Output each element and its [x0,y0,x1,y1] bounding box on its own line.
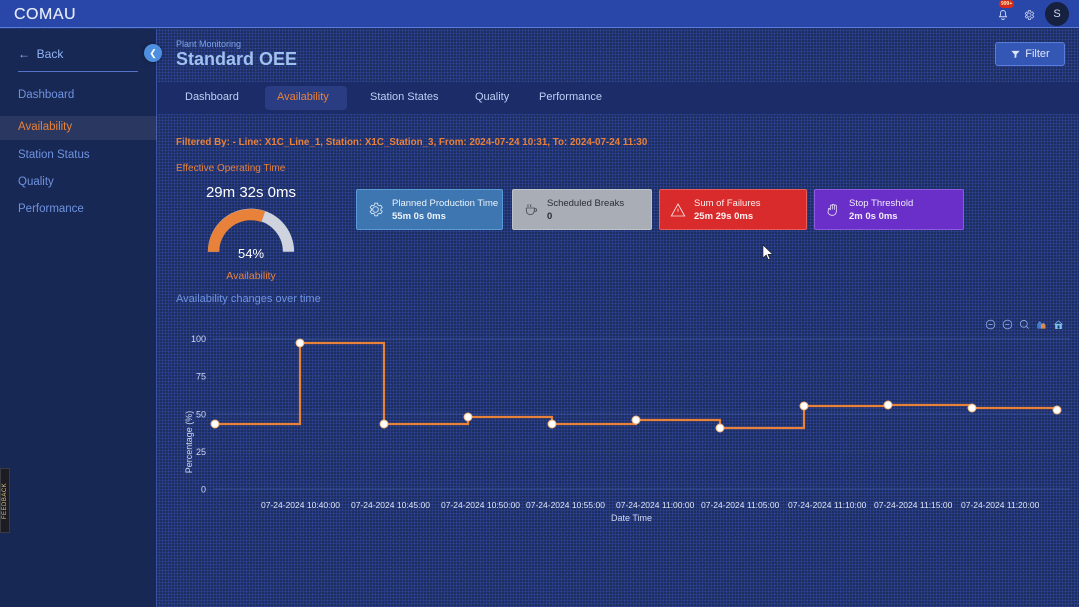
svg-text:0: 0 [201,485,206,495]
svg-text:75: 75 [196,372,206,382]
svg-text:100: 100 [191,334,206,344]
svg-text:25: 25 [196,447,206,457]
svg-text:50: 50 [196,410,206,420]
